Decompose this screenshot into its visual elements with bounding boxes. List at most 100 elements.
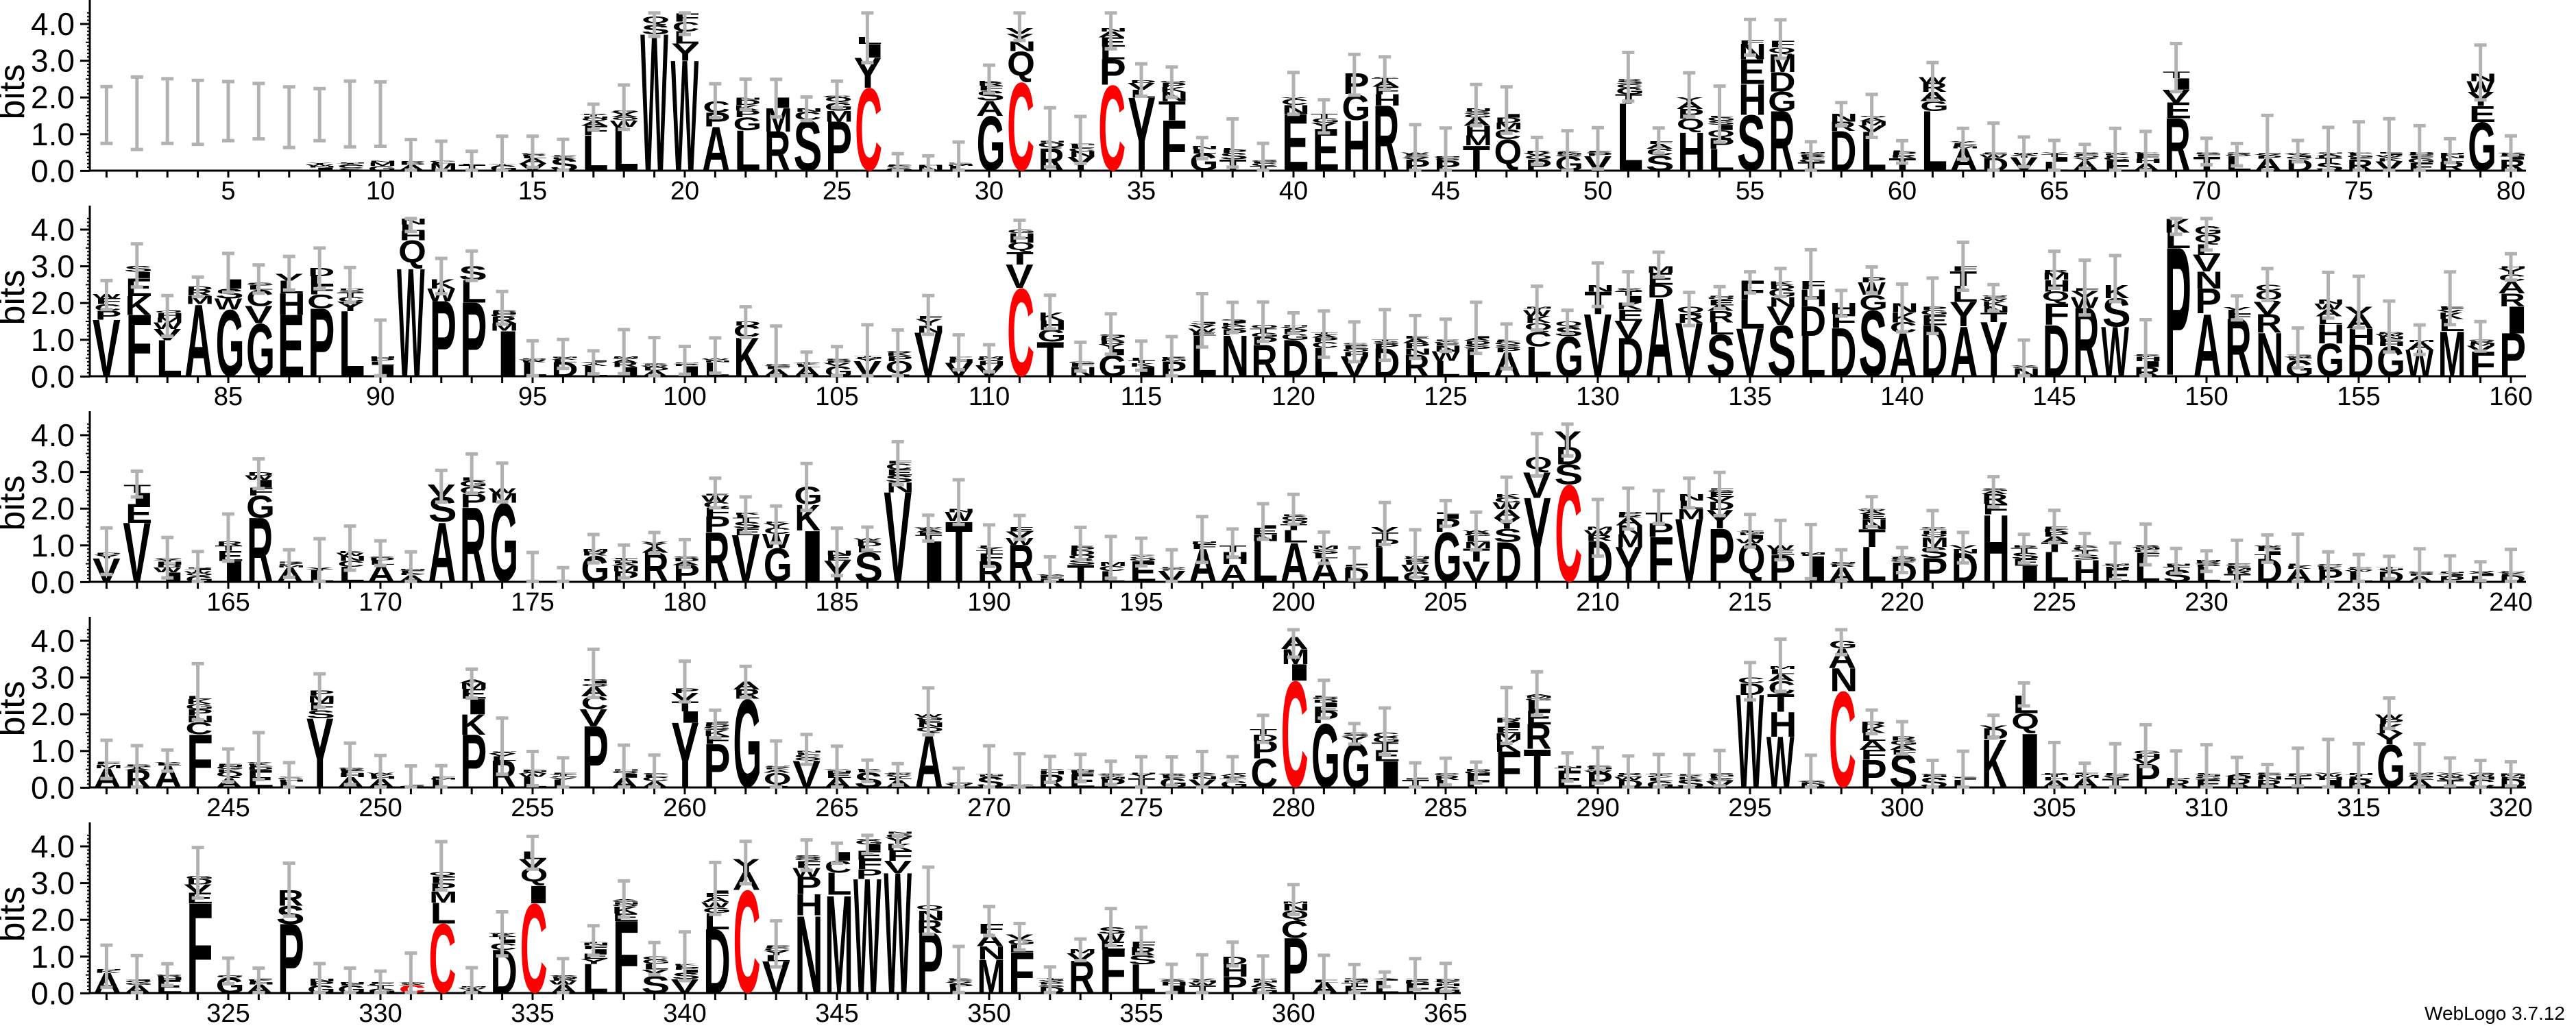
svg-text:G: G — [337, 767, 366, 769]
svg-text:220: 220 — [1880, 588, 1923, 617]
svg-text:N: N — [1038, 140, 1067, 143]
svg-text:2.0: 2.0 — [31, 79, 75, 115]
svg-text:175: 175 — [511, 588, 554, 617]
svg-text:N: N — [764, 364, 792, 365]
svg-text:N: N — [2469, 71, 2497, 84]
svg-text:I: I — [829, 850, 857, 864]
svg-text:N: N — [369, 160, 397, 163]
svg-text:N: N — [1891, 300, 1919, 315]
svg-text:F: F — [2074, 288, 2100, 292]
svg-text:I: I — [2259, 153, 2287, 154]
svg-text:F: F — [552, 773, 579, 774]
svg-text:M: M — [581, 548, 609, 552]
svg-text:275: 275 — [1119, 794, 1163, 822]
svg-text:N: N — [795, 750, 823, 753]
svg-text:320: 320 — [2489, 794, 2532, 822]
svg-text:180: 180 — [663, 588, 706, 617]
svg-text:100: 100 — [663, 382, 706, 411]
svg-text:bits: bits — [0, 64, 32, 120]
svg-text:D: D — [1130, 79, 1156, 84]
svg-text:N: N — [1647, 773, 1675, 774]
svg-text:F: F — [1708, 488, 1735, 490]
svg-text:F: F — [1799, 278, 1826, 291]
svg-text:F: F — [369, 982, 396, 984]
svg-text:I: I — [220, 277, 248, 292]
svg-text:P: P — [95, 552, 122, 556]
svg-text:125: 125 — [1424, 382, 1467, 411]
svg-text:P: P — [1434, 339, 1461, 341]
svg-text:N: N — [795, 108, 823, 113]
svg-text:D: D — [247, 471, 274, 476]
svg-text:365: 365 — [1424, 999, 1467, 1028]
svg-text:300: 300 — [1880, 794, 1923, 822]
svg-text:70: 70 — [2192, 177, 2221, 206]
svg-text:D: D — [186, 286, 213, 291]
svg-text:0.0: 0.0 — [31, 975, 75, 1011]
svg-text:285: 285 — [1424, 794, 1467, 822]
svg-text:I: I — [1225, 773, 1253, 774]
svg-text:1.0: 1.0 — [31, 528, 75, 563]
svg-text:290: 290 — [1576, 794, 1619, 822]
svg-text:E: E — [2378, 152, 2405, 154]
svg-text:270: 270 — [967, 794, 1010, 822]
svg-text:I: I — [1164, 356, 1192, 357]
svg-text:N: N — [1830, 112, 1858, 124]
svg-text:305: 305 — [2032, 794, 2076, 822]
svg-text:E: E — [1586, 766, 1613, 767]
svg-text:D: D — [186, 567, 213, 569]
svg-text:E: E — [1404, 335, 1431, 339]
svg-text:105: 105 — [815, 382, 858, 411]
svg-text:M: M — [460, 986, 488, 987]
svg-text:G: G — [2468, 773, 2496, 774]
svg-text:N: N — [734, 97, 762, 100]
svg-text:P: P — [1677, 774, 1704, 775]
svg-text:P: P — [2347, 567, 2374, 569]
svg-text:I: I — [1346, 563, 1374, 565]
svg-text:G: G — [429, 161, 458, 162]
svg-text:N: N — [2317, 563, 2345, 564]
svg-text:50: 50 — [1583, 177, 1612, 206]
svg-text:H: H — [612, 356, 640, 357]
svg-text:D: D — [308, 265, 335, 279]
svg-text:D: D — [582, 679, 609, 682]
svg-text:F: F — [2226, 152, 2252, 153]
svg-text:G: G — [2194, 224, 2223, 238]
svg-text:355: 355 — [1119, 999, 1163, 1028]
svg-text:bits: bits — [0, 270, 32, 326]
svg-text:330: 330 — [359, 999, 402, 1028]
svg-text:M: M — [399, 569, 427, 570]
svg-text:110: 110 — [969, 382, 1010, 411]
svg-text:F: F — [95, 761, 122, 763]
svg-text:2.0: 2.0 — [31, 491, 75, 526]
svg-text:1.0: 1.0 — [31, 939, 75, 975]
svg-text:I: I — [768, 95, 797, 111]
svg-text:340: 340 — [663, 999, 706, 1028]
svg-text:I: I — [160, 310, 188, 312]
svg-text:195: 195 — [1119, 588, 1163, 617]
svg-text:G: G — [611, 110, 640, 112]
svg-text:N: N — [1099, 27, 1128, 33]
svg-text:N: N — [1191, 145, 1219, 150]
svg-text:N: N — [2317, 153, 2345, 154]
svg-text:D: D — [734, 321, 761, 327]
svg-text:P: P — [673, 687, 700, 694]
svg-text:P: P — [400, 161, 426, 162]
svg-text:P: P — [1617, 512, 1644, 516]
svg-text:D: D — [916, 164, 943, 165]
svg-text:M: M — [2012, 152, 2040, 154]
svg-text:M: M — [1312, 544, 1340, 550]
svg-text:L: L — [186, 695, 212, 700]
svg-text:bits: bits — [0, 681, 32, 737]
svg-text:F: F — [1982, 152, 2009, 154]
svg-text:G: G — [155, 975, 184, 976]
svg-text:L: L — [977, 545, 1004, 548]
svg-text:I: I — [707, 722, 736, 723]
svg-text:D: D — [2408, 152, 2435, 154]
svg-text:E: E — [2043, 526, 2069, 530]
svg-text:N: N — [308, 978, 336, 982]
svg-text:215: 215 — [1728, 588, 1771, 617]
svg-text:F: F — [917, 315, 944, 320]
svg-text:H: H — [612, 769, 640, 771]
svg-text:G: G — [1068, 362, 1097, 364]
svg-text:95: 95 — [518, 382, 547, 411]
